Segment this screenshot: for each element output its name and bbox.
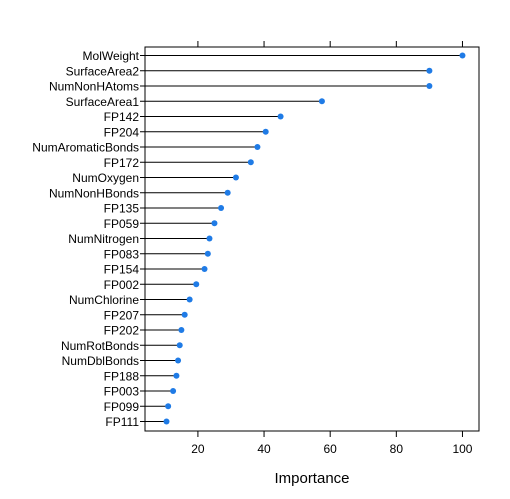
category-label: NumNonHBonds: [49, 186, 139, 200]
category-label: NumOxygen: [72, 171, 139, 185]
category-label: NumNitrogen: [68, 232, 139, 246]
data-point: [426, 83, 433, 89]
category-label: FP188: [104, 369, 140, 383]
x-tick-label: 40: [257, 442, 271, 456]
category-label: FP099: [104, 400, 140, 414]
data-point: [247, 159, 254, 166]
category-label: FP083: [104, 247, 140, 261]
data-point: [224, 189, 231, 196]
category-label: MolWeight: [83, 49, 140, 63]
category-label: FP002: [104, 278, 140, 292]
category-label: FP135: [104, 202, 140, 216]
category-label: NumRotBonds: [61, 339, 139, 353]
data-point: [186, 296, 193, 303]
category-label: FP204: [104, 125, 140, 139]
x-tick-label: 60: [324, 442, 338, 456]
data-point: [170, 388, 177, 394]
category-label: FP154: [104, 263, 140, 277]
data-point: [232, 174, 239, 181]
x-tick-label: 100: [452, 442, 472, 456]
category-label: SurfaceArea2: [66, 64, 140, 78]
data-point: [318, 98, 325, 105]
category-label: FP111: [105, 415, 139, 429]
data-point: [277, 113, 284, 120]
category-label: FP142: [104, 110, 140, 124]
category-label: NumNonHAtoms: [49, 80, 139, 94]
data-point: [176, 342, 183, 349]
data-point: [426, 67, 433, 74]
axis-ticks: 20 40 60 80 100: [140, 41, 473, 456]
points-layer: [163, 52, 466, 425]
data-point: [163, 418, 170, 425]
category-label: FP202: [104, 324, 140, 338]
data-point: [254, 144, 261, 150]
data-point: [262, 128, 269, 135]
x-axis-title: Importance: [274, 470, 349, 487]
data-point: [175, 357, 182, 364]
category-label: SurfaceArea1: [66, 95, 140, 109]
data-point: [181, 311, 188, 318]
x-tick-label: 20: [191, 442, 205, 456]
data-point: [173, 372, 180, 379]
x-tick-label: 80: [390, 442, 404, 456]
data-point: [206, 235, 213, 242]
data-point: [218, 205, 225, 211]
data-point: [459, 52, 466, 59]
data-point: [204, 250, 211, 257]
category-label: FP207: [104, 308, 140, 322]
category-label: FP059: [104, 217, 140, 231]
data-point: [211, 220, 218, 227]
category-label: FP172: [104, 156, 140, 170]
category-label: NumChlorine: [69, 293, 139, 307]
data-point: [201, 266, 208, 272]
data-point: [178, 327, 185, 333]
data-point: [193, 281, 200, 288]
category-label: NumAromaticBonds: [32, 141, 139, 155]
plot-frame: [144, 46, 480, 432]
category-label: NumDblBonds: [62, 354, 139, 368]
data-point: [165, 403, 172, 410]
stems-layer: [145, 55, 463, 422]
category-label: FP003: [104, 385, 140, 399]
